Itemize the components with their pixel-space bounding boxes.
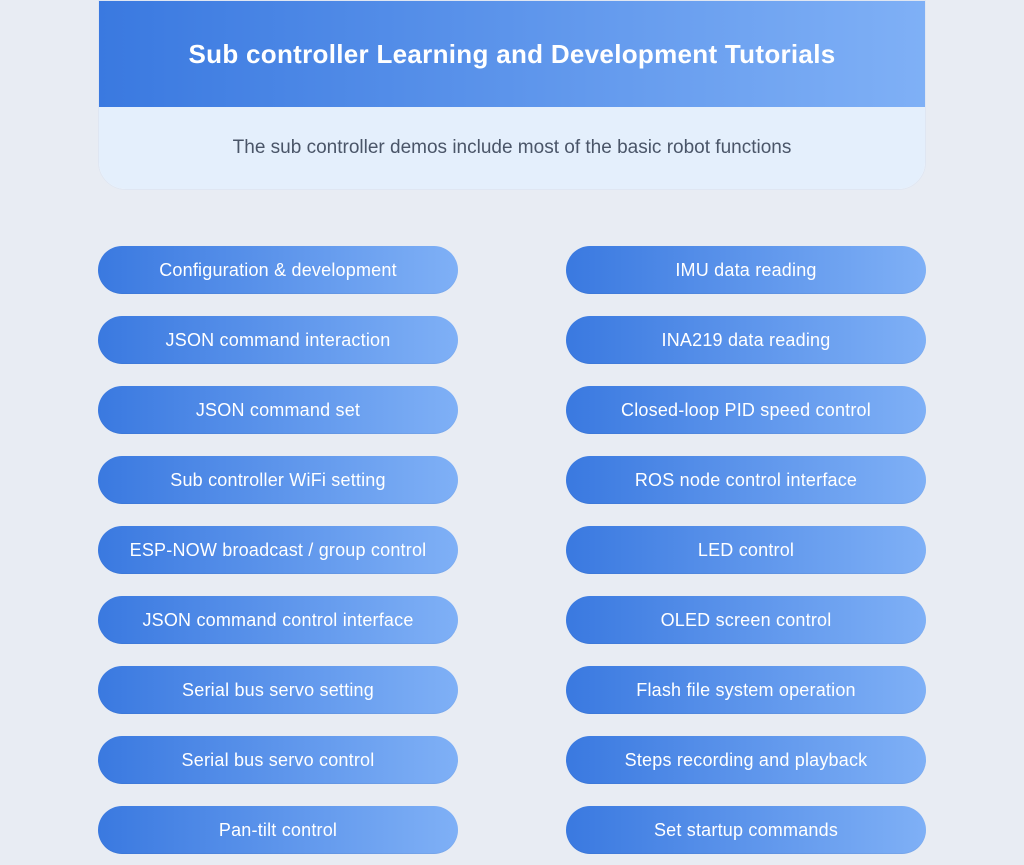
tutorial-pill[interactable]: Set startup commands bbox=[566, 806, 926, 854]
tutorial-pill[interactable]: Closed-loop PID speed control bbox=[566, 386, 926, 434]
tutorial-pill[interactable]: Steps recording and playback bbox=[566, 736, 926, 784]
tutorial-pill[interactable]: JSON command set bbox=[98, 386, 458, 434]
tutorial-pill[interactable]: INA219 data reading bbox=[566, 316, 926, 364]
tutorial-pill[interactable]: JSON command control interface bbox=[98, 596, 458, 644]
card-subheader: The sub controller demos include most of… bbox=[99, 107, 925, 189]
tutorial-pill[interactable]: Sub controller WiFi setting bbox=[98, 456, 458, 504]
tutorial-pill-label: Set startup commands bbox=[654, 820, 838, 841]
tutorial-pill[interactable]: Serial bus servo control bbox=[98, 736, 458, 784]
tutorial-pill-label: Serial bus servo setting bbox=[182, 680, 374, 701]
tutorial-pill-label: Steps recording and playback bbox=[625, 750, 868, 771]
tutorials-card: Sub controller Learning and Development … bbox=[98, 0, 926, 190]
tutorial-pill-label: OLED screen control bbox=[661, 610, 832, 631]
tutorial-pill-label: Sub controller WiFi setting bbox=[170, 470, 385, 491]
tutorial-pill[interactable]: JSON command interaction bbox=[98, 316, 458, 364]
tutorial-pill-label: Serial bus servo control bbox=[182, 750, 375, 771]
tutorial-pill[interactable]: ROS node control interface bbox=[566, 456, 926, 504]
tutorial-pill-label: JSON command control interface bbox=[142, 610, 413, 631]
tutorial-pill-label: JSON command interaction bbox=[166, 330, 391, 351]
tutorial-pill[interactable]: Serial bus servo setting bbox=[98, 666, 458, 714]
tutorial-pill-label: Closed-loop PID speed control bbox=[621, 400, 871, 421]
card-subtitle: The sub controller demos include most of… bbox=[233, 137, 792, 159]
tutorial-pill-label: INA219 data reading bbox=[662, 330, 831, 351]
tutorial-pill[interactable]: IMU data reading bbox=[566, 246, 926, 294]
tutorial-pill[interactable]: Flash file system operation bbox=[566, 666, 926, 714]
card-header: Sub controller Learning and Development … bbox=[99, 1, 925, 107]
tutorial-pill[interactable]: Configuration & development bbox=[98, 246, 458, 294]
tutorial-grid: Configuration & development IMU data rea… bbox=[98, 246, 926, 854]
tutorial-pill-label: ESP-NOW broadcast / group control bbox=[130, 540, 427, 561]
tutorial-pill-label: JSON command set bbox=[196, 400, 360, 421]
tutorial-pill[interactable]: LED control bbox=[566, 526, 926, 574]
tutorial-pill-label: Flash file system operation bbox=[636, 680, 856, 701]
tutorial-pill-label: Configuration & development bbox=[159, 260, 397, 281]
card-title: Sub controller Learning and Development … bbox=[189, 39, 836, 70]
tutorial-pill[interactable]: Pan-tilt control bbox=[98, 806, 458, 854]
tutorial-pill-label: IMU data reading bbox=[675, 260, 816, 281]
tutorial-pill[interactable]: ESP-NOW broadcast / group control bbox=[98, 526, 458, 574]
tutorial-pill-label: Pan-tilt control bbox=[219, 820, 337, 841]
tutorial-pill[interactable]: OLED screen control bbox=[566, 596, 926, 644]
tutorial-pill-label: LED control bbox=[698, 540, 794, 561]
tutorial-pill-label: ROS node control interface bbox=[635, 470, 857, 491]
